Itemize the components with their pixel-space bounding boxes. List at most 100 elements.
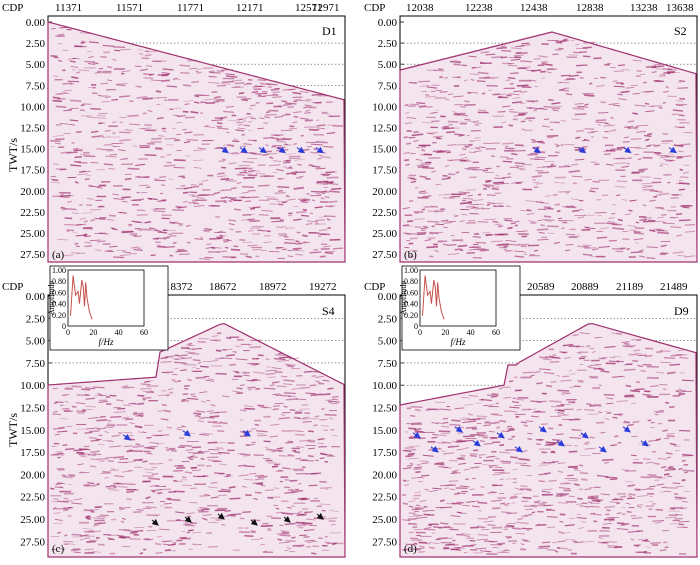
reflection-mark — [211, 335, 218, 337]
reflection-mark — [678, 392, 686, 396]
reflection-mark — [421, 474, 430, 477]
seismic-section-d — [399, 322, 698, 558]
reflection-mark — [557, 470, 564, 473]
reflection-mark — [580, 478, 588, 481]
reflection-mark — [246, 112, 251, 115]
reflection-mark — [453, 95, 464, 98]
reflection-mark — [669, 506, 676, 510]
reflection-mark — [570, 477, 578, 480]
cdp-tick: 11571 — [116, 2, 143, 14]
reflection-mark — [408, 200, 414, 202]
reflection-mark — [600, 541, 609, 544]
reflection-mark — [174, 358, 180, 361]
reflection-mark — [221, 69, 227, 71]
reflection-mark — [655, 438, 661, 441]
reflection-mark — [162, 130, 167, 133]
reflection-mark — [239, 419, 244, 421]
reflection-mark — [243, 83, 248, 86]
reflection-mark — [634, 352, 642, 355]
reflection-mark — [476, 415, 488, 418]
reflection-mark — [560, 143, 564, 147]
reflection-mark — [305, 223, 313, 225]
reflection-mark — [597, 367, 605, 371]
cdp-tick: 13238 — [630, 2, 658, 14]
reflection-mark — [608, 519, 615, 522]
black-arrow — [316, 512, 324, 520]
reflection-mark — [562, 39, 569, 42]
reflection-mark — [252, 206, 261, 209]
reflection-mark — [129, 422, 135, 424]
reflection-mark — [672, 109, 684, 112]
reflection-mark — [77, 173, 88, 176]
reflection-mark — [462, 421, 470, 424]
reflection-mark — [493, 205, 497, 208]
reflection-mark — [172, 127, 176, 130]
reflection-mark — [676, 156, 684, 160]
reflection-mark — [569, 373, 576, 375]
reflection-mark — [542, 358, 552, 361]
reflection-mark — [319, 452, 327, 456]
twt-tick: 2.50 — [378, 313, 398, 325]
reflection-mark — [246, 167, 253, 171]
reflection-mark — [545, 195, 552, 197]
reflection-mark — [160, 418, 169, 421]
reflection-mark — [50, 487, 55, 490]
reflection-mark — [237, 127, 246, 130]
reflection-mark — [591, 94, 596, 97]
reflection-mark — [504, 535, 511, 538]
reflection-mark — [507, 226, 513, 230]
reflection-mark — [497, 96, 505, 99]
reflection-mark — [125, 460, 136, 463]
reflection-mark — [59, 168, 66, 171]
reflection-mark — [449, 423, 461, 426]
twt-tick: 7.50 — [378, 358, 398, 370]
reflection-mark — [166, 161, 172, 164]
reflection-mark — [408, 522, 417, 526]
spectrum-inset: 00.200.400.600.801.000 20 40 60Amplitudef/H… — [47, 265, 169, 351]
reflection-mark — [414, 430, 424, 433]
reflection-mark — [166, 426, 172, 429]
reflection-mark — [92, 386, 105, 389]
reflection-mark — [417, 165, 429, 168]
reflection-mark — [620, 90, 630, 94]
reflection-mark — [457, 511, 462, 514]
reflection-mark — [173, 367, 179, 370]
reflection-mark — [259, 537, 264, 540]
reflection-mark — [148, 73, 155, 76]
reflection-mark — [584, 94, 594, 97]
reflection-mark — [537, 238, 549, 241]
reflection-mark — [410, 180, 417, 184]
reflection-mark — [154, 542, 162, 546]
reflection-mark — [510, 495, 518, 498]
reflection-mark — [173, 380, 178, 383]
reflection-mark — [267, 376, 276, 378]
reflection-mark — [182, 523, 194, 526]
reflection-mark — [636, 505, 642, 509]
cdp-label: CDP — [2, 281, 23, 293]
reflection-mark — [70, 548, 81, 552]
reflection-mark — [161, 371, 174, 373]
reflection-mark — [88, 184, 93, 187]
reflection-mark — [172, 541, 177, 544]
reflection-mark — [175, 114, 183, 117]
reflection-mark — [660, 73, 666, 76]
reflection-mark — [678, 182, 690, 185]
reflection-mark — [150, 489, 162, 492]
reflection-mark — [53, 56, 59, 59]
reflection-mark — [433, 135, 443, 138]
reflection-mark — [569, 437, 582, 439]
inset-y-tick: 0.60 — [52, 288, 66, 297]
reflection-mark — [508, 93, 520, 96]
reflection-mark — [97, 240, 106, 243]
inset-y-tick: 0.20 — [404, 311, 418, 320]
blue-arrow — [580, 431, 589, 439]
reflection-mark — [109, 153, 118, 156]
reflection-mark — [69, 474, 76, 478]
reflection-mark — [531, 175, 542, 178]
reflection-mark — [490, 437, 499, 440]
reflection-mark — [295, 398, 307, 401]
reflection-mark — [276, 226, 284, 229]
reflection-mark — [177, 426, 185, 428]
reflection-mark — [538, 368, 551, 371]
reflection-mark — [257, 79, 267, 81]
